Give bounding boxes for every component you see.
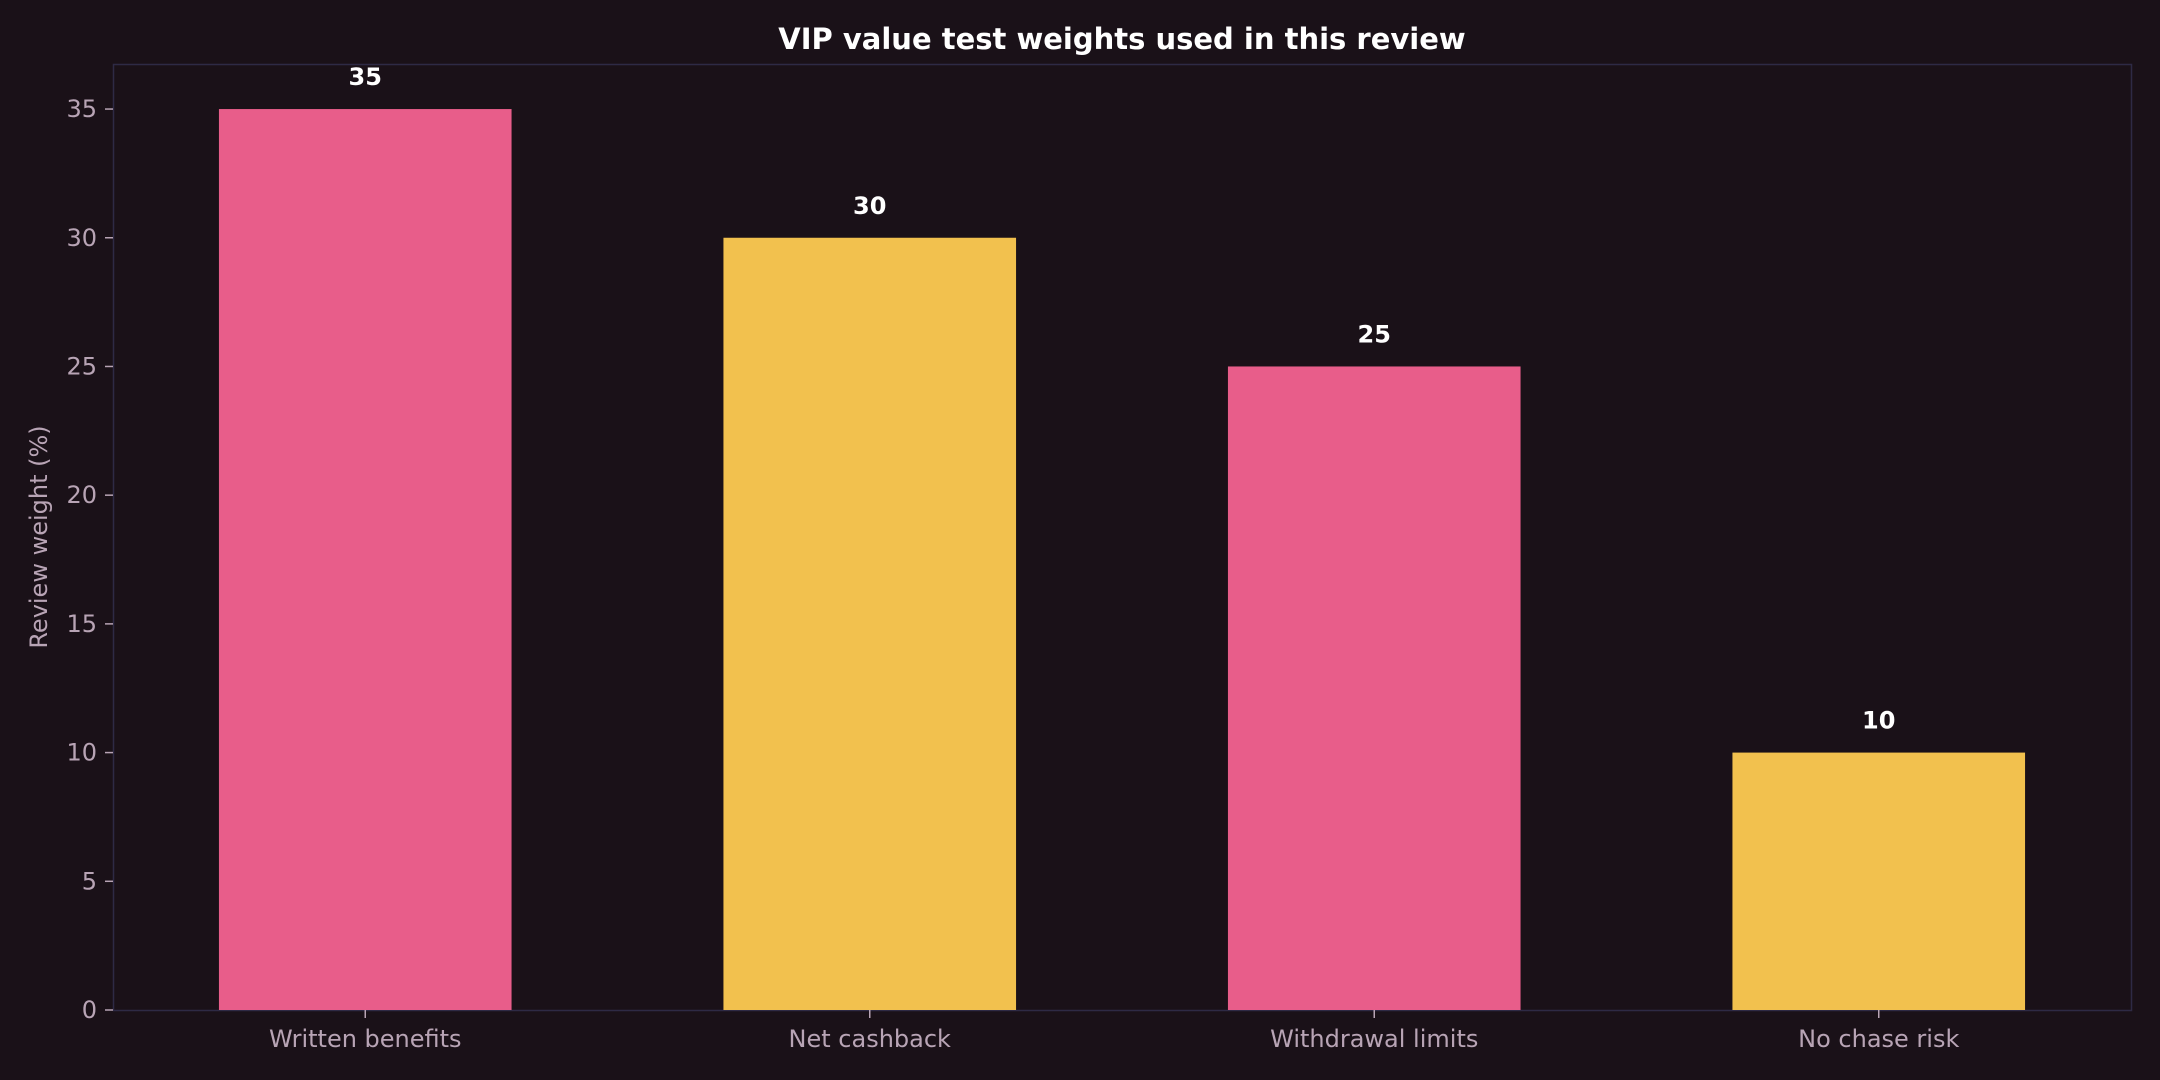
bar-value-label: 10 — [1862, 707, 1895, 735]
bar — [723, 237, 1017, 1010]
y-axis-label: Review weight (%) — [25, 425, 53, 648]
y-axis: 0 5 10 15 20 25 30 35 — [66, 95, 113, 1024]
x-tick-label: Net cashback — [789, 1025, 952, 1053]
bar — [1732, 752, 2026, 1010]
bar-value-label: 35 — [349, 63, 382, 91]
bar — [1227, 366, 1521, 1010]
x-axis: Written benefits Net cashback Withdrawal l… — [269, 1010, 1959, 1053]
bar-series — [218, 109, 2026, 1011]
y-tick-label: 10 — [66, 739, 97, 767]
y-tick-label: 35 — [66, 95, 97, 123]
y-tick-label: 20 — [66, 481, 97, 509]
y-tick-label: 30 — [66, 224, 97, 252]
y-tick-label: 25 — [66, 352, 97, 380]
bar-value-label: 30 — [853, 192, 886, 220]
chart-title: VIP value test weights used in this revi… — [778, 22, 1465, 56]
x-tick-label: Written benefits — [269, 1025, 462, 1053]
x-tick-label: No chase risk — [1798, 1025, 1959, 1053]
plot-area-frame — [112, 63, 2133, 1012]
y-tick-label: 5 — [82, 867, 97, 895]
data-labels: 35 30 25 10 — [349, 63, 1896, 735]
bar-value-label: 25 — [1358, 320, 1391, 348]
y-tick-label: 0 — [82, 996, 97, 1024]
bar — [218, 109, 512, 1011]
y-tick-label: 15 — [66, 610, 97, 638]
x-tick-label: Withdrawal limits — [1270, 1025, 1478, 1053]
